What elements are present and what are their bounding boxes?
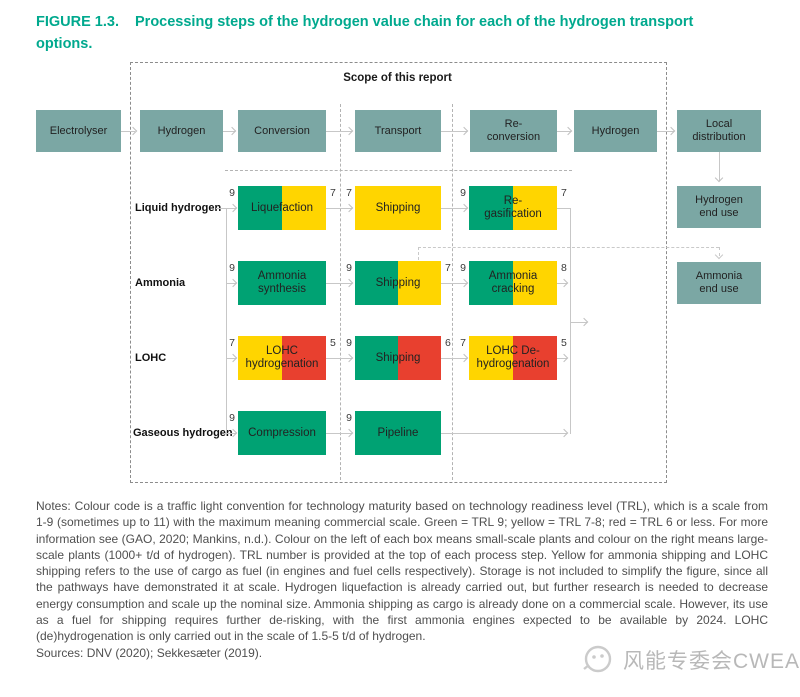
process-box-lohc-dehydrogenation: LOHC De- hydrogenation bbox=[469, 336, 557, 380]
figure-title: Processing steps of the hydrogen value c… bbox=[36, 14, 694, 52]
figure-caption: FIGURE 1.3. Processing steps of the hydro… bbox=[36, 11, 730, 55]
column-divider-dashed bbox=[340, 104, 341, 480]
scope-frame bbox=[130, 62, 667, 483]
process-box-liquefaction: Liquefaction bbox=[238, 186, 326, 230]
chain-box-hydrogen-2: Hydrogen bbox=[574, 110, 657, 152]
process-box-regasification: Re- gasification bbox=[469, 186, 557, 230]
watermark-text: 风能专委会CWEA bbox=[623, 650, 800, 673]
arrow-line bbox=[326, 433, 352, 434]
arrow-line bbox=[224, 433, 236, 434]
figure-number: FIGURE 1.3. bbox=[36, 14, 119, 30]
process-box-shipping-lohc: Shipping bbox=[355, 336, 441, 380]
chain-box-electrolyser: Electrolyser bbox=[36, 110, 121, 152]
arrow-line bbox=[441, 131, 467, 132]
trl-number: 9 bbox=[460, 262, 466, 274]
ammonia-direct-path-dashed bbox=[719, 247, 720, 256]
process-box-pipeline: Pipeline bbox=[355, 411, 441, 455]
trl-number: 7 bbox=[561, 187, 567, 199]
arrow-line bbox=[441, 283, 467, 284]
trl-number: 9 bbox=[460, 187, 466, 199]
arrow-line bbox=[326, 131, 352, 132]
process-area-divider-dashed bbox=[225, 170, 572, 171]
row-label-gaseous-hydrogen: Gaseous hydrogen bbox=[133, 427, 233, 439]
trl-number: 7 bbox=[330, 187, 336, 199]
arrow-line bbox=[441, 358, 467, 359]
trl-number: 7 bbox=[229, 337, 235, 349]
process-box-compression: Compression bbox=[238, 411, 326, 455]
sources-text: Sources: DNV (2020); Sekkesæter (2019). bbox=[36, 645, 263, 660]
trl-number: 9 bbox=[229, 187, 235, 199]
cwea-smiley-logo-icon bbox=[583, 645, 612, 673]
arrow-line bbox=[441, 208, 467, 209]
watermark: 风能专委会CWEA bbox=[580, 643, 800, 677]
process-box-ammonia-synthesis: Ammonia synthesis bbox=[238, 261, 326, 305]
process-box-lohc-hydrogenation: LOHC hydrogenation bbox=[238, 336, 326, 380]
trl-number: 9 bbox=[229, 262, 235, 274]
connector-line bbox=[226, 208, 227, 433]
arrow-line bbox=[326, 358, 352, 359]
chain-box-reconversion: Re- conversion bbox=[470, 110, 557, 152]
arrow-line bbox=[557, 358, 567, 359]
notes-block: Notes: Colour code is a traffic light co… bbox=[36, 498, 768, 661]
arrow-line bbox=[570, 322, 587, 323]
arrow-line bbox=[557, 131, 571, 132]
trl-number: 9 bbox=[229, 412, 235, 424]
arrow-head-icon bbox=[714, 173, 724, 183]
trl-number: 6 bbox=[445, 337, 451, 349]
chain-box-transport: Transport bbox=[355, 110, 441, 152]
arrow-head-icon bbox=[666, 126, 676, 136]
trl-number: 7 bbox=[445, 262, 451, 274]
trl-number: 5 bbox=[561, 337, 567, 349]
chain-box-hydrogen-1: Hydrogen bbox=[140, 110, 223, 152]
ammonia-direct-path-dashed bbox=[418, 247, 419, 260]
trl-number: 9 bbox=[346, 337, 352, 349]
process-box-ammonia-cracking: Ammonia cracking bbox=[469, 261, 557, 305]
arrow-line bbox=[719, 152, 720, 181]
scope-label: Scope of this report bbox=[343, 72, 452, 84]
arrow-line bbox=[121, 131, 135, 132]
notes-text: Notes: Colour code is a traffic light co… bbox=[36, 499, 768, 644]
box-ammonia-end-use: Ammonia end use bbox=[677, 262, 761, 304]
trl-number: 9 bbox=[346, 262, 352, 274]
column-divider-dashed bbox=[452, 104, 453, 480]
box-hydrogen-end-use: Hydrogen end use bbox=[677, 186, 761, 228]
row-label-ammonia: Ammonia bbox=[135, 277, 186, 289]
row-label-liquid-hydrogen: Liquid hydrogen bbox=[135, 202, 222, 214]
connector-line bbox=[570, 208, 571, 434]
arrow-line bbox=[326, 283, 352, 284]
trl-number: 7 bbox=[460, 337, 466, 349]
trl-number: 9 bbox=[346, 412, 352, 424]
arrow-line bbox=[226, 358, 236, 359]
connector-line bbox=[557, 208, 571, 209]
arrow-head-icon bbox=[714, 250, 724, 260]
row-label-lohc: LOHC bbox=[135, 352, 167, 364]
ammonia-direct-path-dashed bbox=[418, 247, 719, 248]
arrow-line bbox=[223, 131, 235, 132]
arrow-line bbox=[441, 433, 567, 434]
arrow-line bbox=[657, 131, 674, 132]
chain-box-local-distribution: Local distribution bbox=[677, 110, 761, 152]
arrow-line bbox=[226, 283, 236, 284]
trl-number: 5 bbox=[330, 337, 336, 349]
trl-number: 8 bbox=[561, 262, 567, 274]
arrow-line bbox=[557, 283, 567, 284]
process-box-shipping-lh2: Shipping bbox=[355, 186, 441, 230]
trl-number: 7 bbox=[346, 187, 352, 199]
arrow-line bbox=[326, 208, 352, 209]
arrow-line bbox=[216, 208, 236, 209]
chain-box-conversion: Conversion bbox=[238, 110, 326, 152]
process-box-shipping-ammonia: Shipping bbox=[355, 261, 441, 305]
